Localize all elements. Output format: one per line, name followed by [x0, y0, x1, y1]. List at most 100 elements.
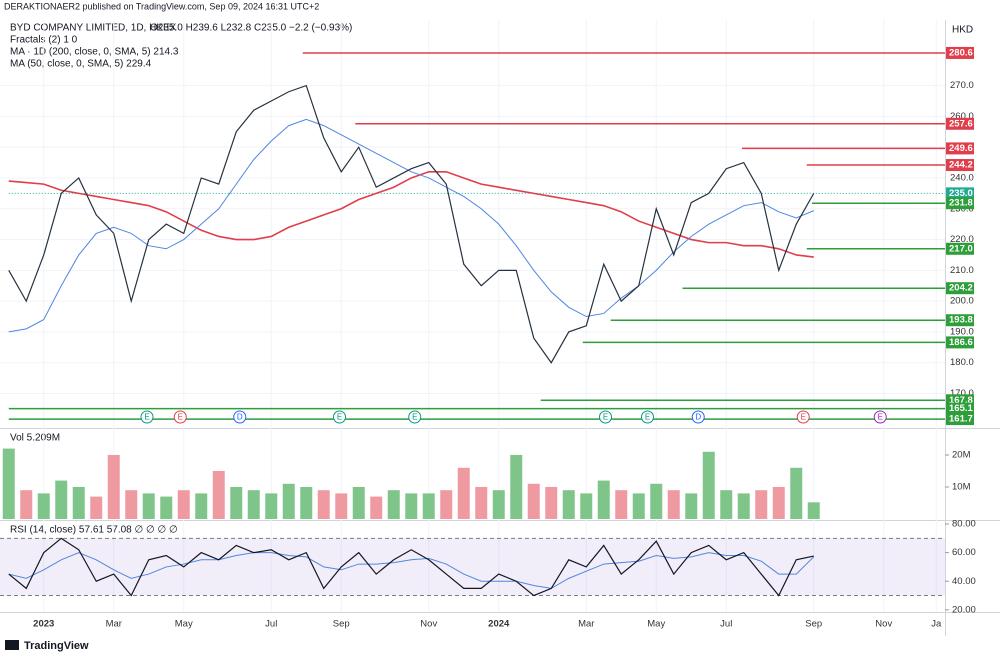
volume-bar	[177, 490, 190, 519]
volume-bar	[335, 493, 348, 519]
event-marker	[173, 410, 187, 424]
volume-bar	[247, 490, 260, 519]
event-label: D	[237, 413, 243, 422]
level-label-bg	[946, 314, 974, 327]
event-label: E	[603, 413, 608, 422]
volume-bar	[212, 470, 225, 519]
level-label: 217.0	[949, 243, 973, 254]
event-label: E	[878, 413, 883, 422]
y-tick-label: 210.0	[950, 265, 974, 276]
volume-bar	[597, 480, 610, 519]
symbol: BYD COMPANY LIMITED, 1D, HKEX	[10, 23, 177, 34]
y-tick-label: 270.0	[950, 80, 974, 91]
y-tick-label: 20.00	[952, 604, 976, 615]
volume-bar	[195, 493, 208, 519]
y-tick-label: 60.00	[952, 547, 976, 558]
x-tick-label: Jul	[720, 619, 732, 630]
event-marker	[233, 410, 247, 424]
volume-bar	[702, 451, 715, 519]
volume-bar	[107, 454, 120, 519]
event-marker	[140, 410, 154, 424]
rsi-ma-line	[8, 552, 815, 589]
level-label: 165.1	[949, 403, 973, 414]
event-marker	[408, 410, 422, 424]
event-marker	[691, 410, 705, 424]
x-tick-label: 2023	[33, 619, 54, 630]
event-label: E	[412, 413, 417, 422]
level-label: 186.6	[949, 337, 973, 348]
volume-bar	[90, 496, 103, 519]
volume-bar	[142, 493, 155, 519]
level-label-bg	[946, 413, 974, 426]
volume-bar	[387, 490, 400, 519]
x-tick-label: Sep	[805, 619, 822, 630]
volume-bar	[685, 493, 698, 519]
volume-bar	[405, 493, 418, 519]
volume-bar	[265, 493, 278, 519]
volume-bar	[650, 483, 663, 519]
price-line	[8, 84, 815, 364]
level-label-bg	[946, 402, 974, 415]
x-tick-label: Mar	[578, 619, 594, 630]
y-tick-label: 240.0	[950, 172, 974, 183]
volume-bar	[20, 490, 33, 519]
level-label-bg	[946, 282, 974, 295]
level-label: 231.8	[949, 198, 973, 209]
currency: HKD	[952, 25, 973, 36]
x-tick-label: Ja	[931, 619, 942, 630]
volume-bar	[160, 496, 173, 519]
volume-bar	[615, 490, 628, 519]
volume-bar	[527, 483, 540, 519]
volume-bar	[2, 448, 15, 519]
level-label: 161.7	[949, 414, 973, 425]
x-tick-label: May	[175, 619, 193, 630]
rsi-line	[8, 537, 814, 597]
event-label: E	[144, 413, 149, 422]
level-label-bg	[946, 159, 974, 172]
volume-bar	[562, 490, 575, 519]
x-tick-label: 2024	[488, 619, 510, 630]
published: DERAKTIONAER2 published on TradingView.c…	[4, 1, 319, 11]
volume-bar	[317, 490, 330, 519]
y-tick-label: 80.00	[952, 519, 976, 530]
y-tick-label: 170.0	[950, 388, 974, 399]
level-label: 280.6	[949, 47, 973, 58]
event-marker	[796, 410, 810, 424]
level-label: 257.6	[949, 118, 973, 129]
event-marker	[333, 410, 346, 424]
volume-bar	[300, 486, 313, 519]
volume-bar	[440, 490, 453, 519]
event-marker	[873, 410, 887, 424]
level-label: 235.0	[949, 188, 973, 199]
volume-bar	[370, 496, 383, 519]
level-label: 167.8	[949, 395, 973, 406]
volume-bar	[422, 493, 435, 519]
ma200-legend: MA · 1D (200, close, 0, SMA, 5) 214.3	[10, 47, 179, 58]
event-label: E	[337, 413, 342, 422]
y-tick-label: 220.0	[950, 234, 974, 245]
volume-bar	[790, 467, 803, 519]
level-label: 204.2	[949, 283, 973, 294]
x-tick-label: Sep	[333, 619, 350, 630]
level-label: 249.6	[949, 143, 973, 154]
volume-bar	[492, 490, 505, 519]
x-tick-label: Nov	[875, 619, 892, 630]
volume-bar	[125, 490, 138, 519]
y-tick-label: 260.0	[950, 111, 974, 122]
event-label: E	[178, 413, 183, 422]
y-tick-label: 20M	[952, 449, 971, 460]
level-label: 244.2	[949, 160, 973, 171]
volume-bar	[37, 493, 50, 519]
volume-bar	[55, 480, 68, 519]
level-label-bg	[946, 336, 974, 349]
ohlc: O235.0 H239.6 L232.8 C235.0 −2.2 (−0.93%…	[150, 23, 352, 34]
level-label-bg	[946, 187, 974, 200]
rsi-band	[0, 538, 945, 596]
volume-bar	[230, 486, 243, 519]
volume-bar	[632, 493, 645, 519]
level-label-bg	[946, 242, 974, 255]
ma200-line	[8, 171, 814, 258]
x-tick-label: Jul	[265, 619, 277, 630]
x-tick-label: Mar	[106, 619, 122, 630]
